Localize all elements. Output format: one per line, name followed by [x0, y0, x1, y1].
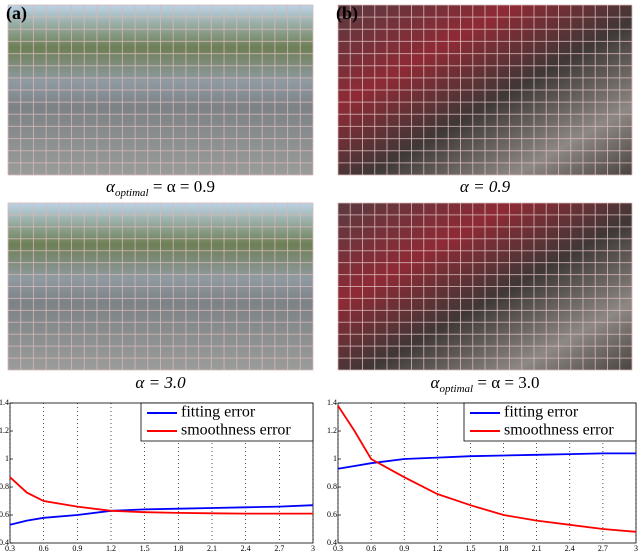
y-tick-label: 0.6 — [0, 510, 9, 519]
caption: αoptimal = α = 0.9 — [106, 177, 215, 199]
x-tick-label: 1.8 — [499, 544, 509, 553]
caption-sub: optimal — [439, 383, 473, 395]
y-tick-label: 1.4 — [0, 398, 9, 407]
y-tick-label: 0.8 — [327, 482, 337, 491]
x-tick-label: 1.2 — [106, 544, 116, 553]
panel-label: (b) — [336, 3, 358, 24]
caption-main: α = 3.0 — [135, 373, 186, 392]
legend-label: fitting error — [504, 404, 579, 421]
x-tick-label: 2.4 — [565, 544, 575, 553]
y-tick-label: 0.4 — [0, 538, 9, 547]
x-tick-label: 2.7 — [598, 544, 608, 553]
series-line — [10, 477, 313, 513]
caption: α = 3.0 — [135, 373, 186, 392]
x-tick-label: 1.5 — [140, 544, 150, 553]
y-tick-label: 1.2 — [327, 426, 337, 435]
caption: α = 0.9 — [460, 177, 511, 196]
legend-label: smoothness error — [181, 422, 291, 439]
x-tick-label: 0.9 — [399, 544, 409, 553]
caption-tail: = α = 0.9 — [149, 177, 215, 196]
panel-label: (a) — [6, 3, 27, 24]
caption-main: α = 0.9 — [460, 177, 511, 196]
x-tick-label: 1.5 — [465, 544, 475, 553]
x-tick-label: 0.6 — [366, 544, 376, 553]
figure: (a)αoptimal = α = 0.9α = 3.00.30.60.91.2… — [0, 0, 640, 557]
y-tick-label: 1.4 — [327, 398, 337, 407]
x-tick-label: 1.2 — [432, 544, 442, 553]
series-line — [338, 453, 636, 468]
caption-tail: = α = 3.0 — [473, 373, 539, 392]
x-tick-label: 2.4 — [241, 544, 251, 553]
caption: αoptimal = α = 3.0 — [431, 373, 540, 395]
x-tick-label: 3 — [311, 544, 315, 553]
y-tick-label: 1 — [5, 454, 9, 463]
x-tick-label: 0.6 — [39, 544, 49, 553]
y-tick-label: 0.6 — [327, 510, 337, 519]
x-tick-label: 3 — [634, 544, 638, 553]
y-tick-label: 0.4 — [327, 538, 337, 547]
x-tick-label: 2.1 — [532, 544, 542, 553]
legend-label: smoothness error — [504, 422, 614, 439]
legend-label: fitting error — [181, 404, 256, 421]
x-tick-label: 1.8 — [173, 544, 183, 553]
y-tick-label: 1.2 — [0, 426, 9, 435]
x-tick-label: 2.7 — [274, 544, 284, 553]
caption-sub: optimal — [115, 187, 149, 199]
y-tick-label: 0.8 — [0, 482, 9, 491]
y-tick-label: 1 — [333, 454, 337, 463]
series-line — [10, 505, 313, 525]
x-tick-label: 2.1 — [207, 544, 217, 553]
x-tick-label: 0.9 — [72, 544, 82, 553]
